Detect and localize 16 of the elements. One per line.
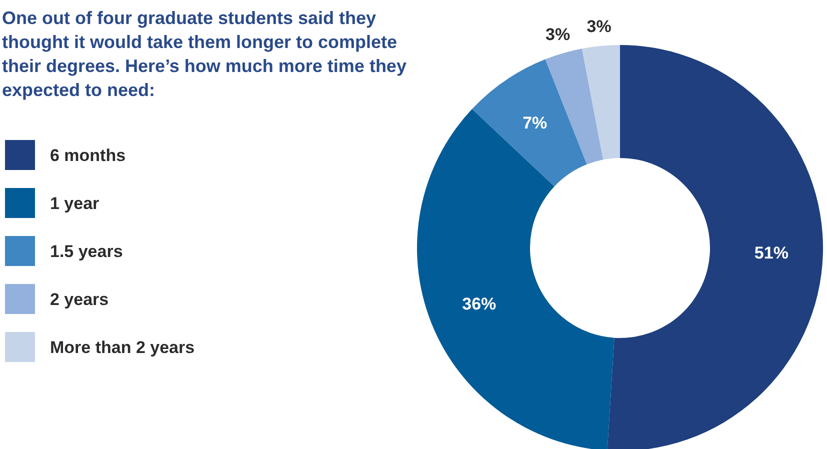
donut-slice bbox=[582, 45, 620, 160]
data-label: 3% bbox=[586, 16, 612, 36]
legend-label: 6 months bbox=[50, 146, 126, 165]
legend-label: 2 years bbox=[50, 290, 109, 309]
donut-slice bbox=[472, 59, 587, 186]
data-label: 36% bbox=[462, 294, 496, 314]
text: One out of four graduate students said they thought it would take them longer to complete their degrees. Here’s how much more time they expected to need: bbox=[2, 8, 406, 100]
donut-slice bbox=[545, 48, 604, 164]
legend-label: 1 year bbox=[50, 194, 100, 213]
data-label: 51% bbox=[754, 244, 788, 263]
legend-label: 1.5 years bbox=[50, 242, 123, 261]
donut-slice bbox=[417, 109, 614, 449]
data-label: 7% bbox=[522, 114, 548, 133]
data-label: 3% bbox=[545, 24, 570, 44]
legend-label: More than 2 years bbox=[50, 338, 195, 357]
donut-slice bbox=[607, 45, 823, 449]
